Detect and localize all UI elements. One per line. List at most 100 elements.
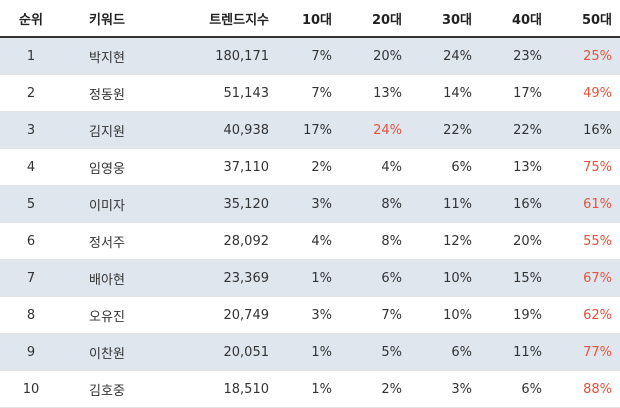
table-row: 5 이미자 35,120 3% 8% 11% 16% 61% — [0, 185, 620, 223]
header-age-30: 30대 — [410, 0, 480, 38]
age-40-cell: 6% — [480, 370, 550, 408]
rank-cell: 1 — [0, 37, 62, 75]
table-header-row: 순위 키워드 트렌드지수 10대 20대 30대 40대 50대 — [0, 0, 620, 38]
trend-index-cell: 18,510 — [152, 370, 277, 408]
age-40-cell: 15% — [480, 259, 550, 297]
rank-cell: 9 — [0, 333, 62, 371]
age-50-cell: 67% — [550, 259, 620, 297]
trend-index-cell: 20,749 — [152, 296, 277, 334]
rank-cell: 2 — [0, 74, 62, 112]
age-50-cell: 77% — [550, 333, 620, 371]
age-50-cell: 55% — [550, 222, 620, 260]
age-10-cell: 1% — [277, 259, 340, 297]
age-20-cell: 5% — [340, 333, 410, 371]
age-20-cell: 8% — [340, 185, 410, 223]
keyword-cell: 김지원 — [62, 111, 152, 149]
keyword-cell: 이찬원 — [62, 333, 152, 371]
age-40-cell: 11% — [480, 333, 550, 371]
table-row: 1 박지현 180,171 7% 20% 24% 23% 25% — [0, 37, 620, 75]
age-10-cell: 1% — [277, 333, 340, 371]
age-50-cell: 16% — [550, 111, 620, 149]
age-20-cell: 24% — [340, 111, 410, 149]
table-body: 1 박지현 180,171 7% 20% 24% 23% 25% 2 정동원 51,143 7% 13%… — [0, 37, 620, 408]
age-30-cell: 14% — [410, 74, 480, 112]
age-40-cell: 17% — [480, 74, 550, 112]
age-50-cell: 62% — [550, 296, 620, 334]
age-40-cell: 19% — [480, 296, 550, 334]
age-10-cell: 4% — [277, 222, 340, 260]
table-row: 4 임영웅 37,110 2% 4% 6% 13% 75% — [0, 148, 620, 186]
table-row: 3 김지원 40,938 17% 24% 22% 22% 16% — [0, 111, 620, 149]
header-age-10: 10대 — [277, 0, 340, 38]
age-20-cell: 7% — [340, 296, 410, 334]
trend-index-cell: 35,120 — [152, 185, 277, 223]
age-30-cell: 10% — [410, 259, 480, 297]
trend-index-cell: 28,092 — [152, 222, 277, 260]
age-50-cell: 25% — [550, 37, 620, 75]
trend-index-cell: 37,110 — [152, 148, 277, 186]
keyword-cell: 배아현 — [62, 259, 152, 297]
header-trend-index: 트렌드지수 — [152, 0, 277, 38]
keyword-cell: 이미자 — [62, 185, 152, 223]
age-30-cell: 12% — [410, 222, 480, 260]
header-rank: 순위 — [0, 0, 62, 38]
age-10-cell: 17% — [277, 111, 340, 149]
age-40-cell: 20% — [480, 222, 550, 260]
rank-cell: 4 — [0, 148, 62, 186]
age-30-cell: 6% — [410, 333, 480, 371]
trend-index-cell: 180,171 — [152, 37, 277, 75]
table-row: 8 오유진 20,749 3% 7% 10% 19% 62% — [0, 296, 620, 334]
age-50-cell: 49% — [550, 74, 620, 112]
age-30-cell: 22% — [410, 111, 480, 149]
table-row: 9 이찬원 20,051 1% 5% 6% 11% 77% — [0, 333, 620, 371]
age-20-cell: 2% — [340, 370, 410, 408]
age-10-cell: 7% — [277, 74, 340, 112]
age-10-cell: 7% — [277, 37, 340, 75]
rank-cell: 8 — [0, 296, 62, 334]
rank-cell: 3 — [0, 111, 62, 149]
rank-cell: 6 — [0, 222, 62, 260]
keyword-cell: 정동원 — [62, 74, 152, 112]
age-10-cell: 3% — [277, 296, 340, 334]
age-30-cell: 11% — [410, 185, 480, 223]
rank-cell: 5 — [0, 185, 62, 223]
header-age-20: 20대 — [340, 0, 410, 38]
age-30-cell: 24% — [410, 37, 480, 75]
age-10-cell: 1% — [277, 370, 340, 408]
age-20-cell: 4% — [340, 148, 410, 186]
age-30-cell: 3% — [410, 370, 480, 408]
header-keyword: 키워드 — [62, 0, 152, 38]
age-20-cell: 20% — [340, 37, 410, 75]
age-40-cell: 22% — [480, 111, 550, 149]
header-age-40: 40대 — [480, 0, 550, 38]
table-row: 7 배아현 23,369 1% 6% 10% 15% 67% — [0, 259, 620, 297]
trend-index-cell: 51,143 — [152, 74, 277, 112]
age-40-cell: 23% — [480, 37, 550, 75]
keyword-cell: 박지현 — [62, 37, 152, 75]
age-20-cell: 13% — [340, 74, 410, 112]
age-50-cell: 75% — [550, 148, 620, 186]
trend-index-cell: 23,369 — [152, 259, 277, 297]
age-50-cell: 61% — [550, 185, 620, 223]
age-40-cell: 13% — [480, 148, 550, 186]
age-50-cell: 88% — [550, 370, 620, 408]
age-10-cell: 2% — [277, 148, 340, 186]
age-40-cell: 16% — [480, 185, 550, 223]
keyword-cell: 김호중 — [62, 370, 152, 408]
age-20-cell: 8% — [340, 222, 410, 260]
trend-index-cell: 20,051 — [152, 333, 277, 371]
table-row: 6 정서주 28,092 4% 8% 12% 20% 55% — [0, 222, 620, 260]
keyword-cell: 오유진 — [62, 296, 152, 334]
keyword-cell: 임영웅 — [62, 148, 152, 186]
rank-cell: 7 — [0, 259, 62, 297]
table-row: 10 김호중 18,510 1% 2% 3% 6% 88% — [0, 370, 620, 408]
table-row: 2 정동원 51,143 7% 13% 14% 17% 49% — [0, 74, 620, 112]
age-30-cell: 6% — [410, 148, 480, 186]
keyword-cell: 정서주 — [62, 222, 152, 260]
header-age-50: 50대 — [550, 0, 620, 38]
age-20-cell: 6% — [340, 259, 410, 297]
rank-cell: 10 — [0, 370, 62, 408]
trend-index-cell: 40,938 — [152, 111, 277, 149]
age-10-cell: 3% — [277, 185, 340, 223]
